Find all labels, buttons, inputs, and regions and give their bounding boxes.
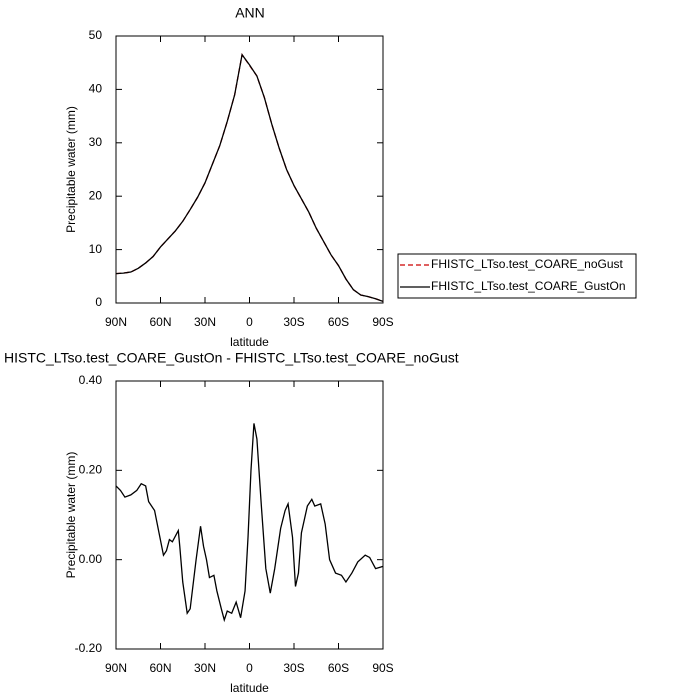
x-tick-label: 60S [328, 315, 349, 329]
x-tick-label: 30S [283, 315, 304, 329]
x-tick-label: 0 [246, 661, 253, 675]
x-tick-label: 60S [328, 661, 349, 675]
data-line [115, 423, 384, 623]
chart-title: ANN [235, 5, 265, 21]
y-tick-label: 40 [89, 82, 103, 96]
y-tick-label: 0.20 [79, 463, 103, 477]
y-tick-label: 10 [89, 242, 103, 256]
x-tick-label: 60N [149, 661, 171, 675]
y-axis-label: Precipitable water (mm) [64, 452, 78, 579]
y-tick-label: 30 [89, 135, 103, 149]
y-tick-label: 0.00 [79, 552, 103, 566]
x-tick-label: 30S [283, 661, 304, 675]
x-tick-label: 0 [246, 315, 253, 329]
x-axis-label: latitude [230, 681, 269, 695]
x-tick-label: 60N [149, 315, 171, 329]
legend-box [397, 253, 637, 299]
legend-label: FHISTC_LTso.test_COARE_GustOn [431, 279, 626, 293]
data-line [115, 53, 384, 303]
plot-frame [115, 35, 384, 304]
chart-title: HISTC_LTso.test_COARE_GustOn - FHISTC_LT… [4, 350, 459, 366]
y-axis-label: Precipitable water (mm) [64, 106, 78, 233]
x-axis-label: latitude [230, 335, 269, 349]
x-tick-label: 30N [194, 661, 216, 675]
y-tick-label: 50 [89, 28, 103, 42]
legend-label: FHISTC_LTso.test_COARE_noGust [431, 257, 624, 271]
y-tick-label: 20 [89, 188, 103, 202]
y-tick-label: 0.40 [79, 373, 103, 387]
y-tick-label: 0 [95, 295, 102, 309]
y-tick-label: -0.20 [75, 641, 103, 655]
x-tick-label: 30N [194, 315, 216, 329]
x-tick-label: 90N [105, 315, 127, 329]
x-tick-label: 90S [372, 315, 393, 329]
x-tick-label: 90N [105, 661, 127, 675]
x-tick-label: 90S [372, 661, 393, 675]
data-line [115, 53, 384, 303]
